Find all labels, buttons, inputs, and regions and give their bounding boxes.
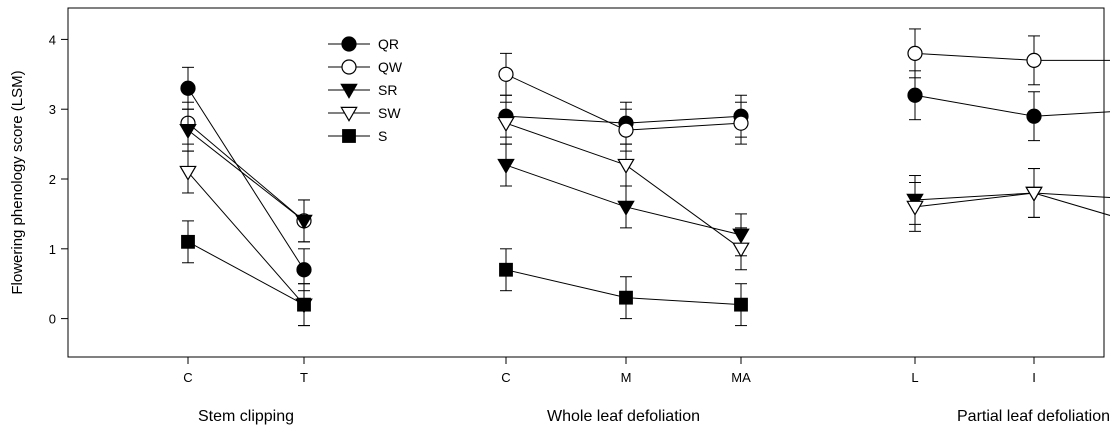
plot-frame bbox=[67, 7, 1105, 358]
series-line bbox=[914, 52, 1035, 61]
series-line bbox=[1033, 192, 1110, 216]
legend-label: SW bbox=[378, 105, 401, 121]
series-line bbox=[625, 122, 742, 131]
data-point bbox=[499, 262, 513, 277]
series-line bbox=[187, 88, 305, 271]
y-axis-title: Flowering phenology score (LSM) bbox=[9, 70, 26, 294]
y-tick-label: 2 bbox=[49, 172, 56, 187]
series-line bbox=[187, 241, 305, 306]
legend-label: SR bbox=[378, 82, 397, 98]
data-point bbox=[617, 200, 635, 216]
data-point bbox=[618, 122, 634, 138]
x-tick-label: C bbox=[501, 370, 510, 385]
x-tick-label: M bbox=[621, 370, 632, 385]
data-point bbox=[295, 214, 313, 230]
series-s bbox=[182, 220, 747, 327]
data-point bbox=[619, 290, 633, 305]
data-point bbox=[617, 158, 635, 174]
series-line bbox=[1033, 111, 1110, 117]
data-point bbox=[297, 297, 311, 312]
data-point bbox=[497, 158, 515, 174]
group-label: Partial leaf defoliation bbox=[957, 408, 1110, 425]
data-point bbox=[732, 242, 750, 258]
series-line bbox=[505, 269, 627, 299]
y-tick-label: 1 bbox=[49, 242, 56, 257]
group-label: Stem clipping bbox=[198, 408, 294, 425]
data-point bbox=[734, 297, 748, 312]
series-line bbox=[625, 115, 742, 124]
legend-label: QR bbox=[378, 36, 399, 52]
group-label: Whole leaf defoliation bbox=[547, 408, 700, 425]
series-line bbox=[625, 164, 742, 250]
data-point bbox=[498, 66, 514, 82]
data-point bbox=[1026, 108, 1042, 124]
data-point bbox=[180, 80, 196, 96]
data-point bbox=[1026, 52, 1042, 68]
legend-marker bbox=[341, 59, 357, 75]
data-point bbox=[181, 234, 195, 249]
legend-marker bbox=[340, 83, 358, 99]
x-tick-label: I bbox=[1032, 370, 1036, 385]
series-line bbox=[505, 115, 627, 124]
series-qw bbox=[182, 28, 1110, 243]
data-point bbox=[179, 165, 197, 181]
series-line bbox=[187, 122, 305, 222]
x-tick-label: C bbox=[183, 370, 192, 385]
series-line bbox=[914, 192, 1035, 201]
legend-marker bbox=[342, 129, 356, 143]
legend-marker bbox=[341, 36, 357, 52]
y-tick-label: 4 bbox=[49, 32, 56, 47]
series-line bbox=[914, 94, 1035, 117]
data-point bbox=[296, 262, 312, 278]
y-tick-label: 3 bbox=[49, 102, 56, 117]
series-sr bbox=[182, 108, 1110, 257]
data-point bbox=[733, 115, 749, 131]
series-line bbox=[187, 171, 305, 305]
legend-marker bbox=[340, 106, 358, 122]
series-line bbox=[1033, 192, 1110, 198]
legend-label: S bbox=[378, 128, 387, 144]
series-line bbox=[914, 192, 1035, 208]
x-tick-label: L bbox=[911, 370, 918, 385]
data-point bbox=[907, 87, 923, 103]
data-point bbox=[906, 200, 924, 216]
data-point bbox=[1025, 186, 1043, 202]
series-sw bbox=[182, 101, 1110, 327]
x-tick-label: MA bbox=[731, 370, 751, 385]
series-line bbox=[505, 73, 627, 131]
data-point bbox=[179, 123, 197, 140]
series-line bbox=[625, 297, 742, 306]
legend-label: QW bbox=[378, 59, 403, 75]
series-line bbox=[505, 164, 627, 208]
series-line bbox=[187, 129, 305, 222]
y-tick-label: 0 bbox=[49, 312, 56, 327]
data-point bbox=[907, 45, 923, 61]
series-line bbox=[505, 122, 627, 166]
x-tick-label: T bbox=[300, 370, 308, 385]
series-line bbox=[625, 206, 742, 236]
data-point bbox=[497, 116, 515, 133]
